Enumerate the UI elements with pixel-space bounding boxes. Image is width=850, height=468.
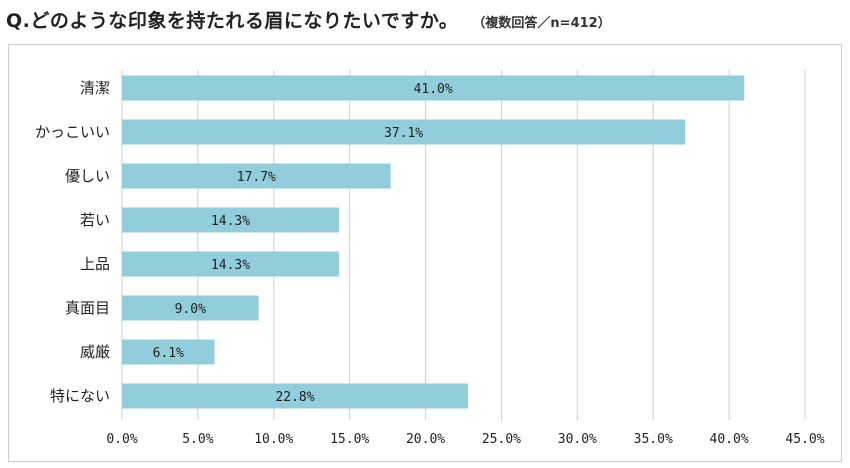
x-tick-label: 5.0%	[182, 432, 213, 447]
x-tick-label: 40.0%	[710, 432, 749, 447]
x-tick-label: 10.0%	[254, 432, 293, 447]
bar	[122, 75, 745, 101]
x-tick-label: 20.0%	[406, 432, 445, 447]
x-tick-label: 35.0%	[634, 432, 673, 447]
bar	[122, 295, 259, 321]
bar	[122, 383, 469, 409]
data-label: 37.1%	[384, 126, 423, 141]
data-label: 22.8%	[275, 390, 314, 405]
data-label: 14.3%	[211, 258, 250, 273]
x-tick-label: 0.0%	[106, 432, 137, 447]
bars	[122, 75, 745, 409]
category-label: 優しい	[65, 167, 110, 185]
chart-title-block: Q.どのような印象を持たれる眉になりたいですか。 （複数回答／n=412）	[6, 6, 611, 34]
category-label: 若い	[80, 211, 110, 229]
data-label: 6.1%	[153, 346, 184, 361]
x-tick-label: 45.0%	[785, 432, 824, 447]
x-tick-label: 15.0%	[330, 432, 369, 447]
category-label: 真面目	[65, 299, 110, 317]
bar	[122, 119, 686, 145]
data-label: 14.3%	[211, 214, 250, 229]
page-title: Q.どのような印象を持たれる眉になりたいですか。	[6, 10, 459, 32]
sample-note: （複数回答／n=412）	[472, 16, 611, 31]
chart-frame	[8, 44, 842, 462]
labels: 0.0% 5.0% 10.0% 15.0% 20.0% 25.0% 30.0% 35.0% 40…	[35, 79, 825, 447]
category-label: 上品	[80, 255, 110, 273]
data-label: 17.7%	[237, 170, 276, 185]
bar	[122, 163, 391, 189]
bar	[122, 207, 340, 233]
x-tick-label: 25.0%	[482, 432, 521, 447]
category-label: かっこいい	[35, 123, 110, 141]
x-tick-label: 30.0%	[558, 432, 597, 447]
bar	[122, 251, 340, 277]
data-label: 9.0%	[175, 302, 206, 317]
bar	[122, 339, 215, 365]
category-label: 清潔	[80, 79, 110, 97]
data-label: 41.0%	[414, 82, 453, 97]
category-label: 特にない	[50, 387, 110, 405]
category-label: 威厳	[80, 343, 110, 361]
